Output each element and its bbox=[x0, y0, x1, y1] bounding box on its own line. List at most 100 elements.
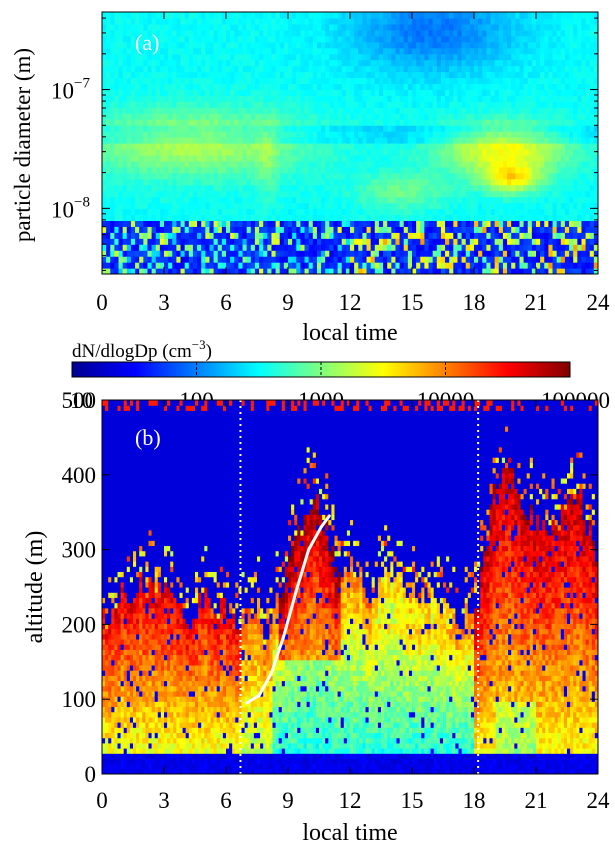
heatmap-cell bbox=[362, 35, 368, 43]
heatmap-cell bbox=[540, 77, 545, 85]
heatmap-cell bbox=[403, 41, 409, 49]
heatmap-cell bbox=[250, 208, 256, 216]
heatmap-cell bbox=[234, 23, 239, 31]
heatmap-cell bbox=[164, 268, 169, 274]
heatmap-cell bbox=[387, 154, 392, 162]
heatmap-cell bbox=[502, 214, 508, 221]
heatmap-cell bbox=[250, 143, 256, 150]
heatmap-cell bbox=[234, 238, 239, 245]
heatmap-cell bbox=[135, 226, 140, 233]
heatmap-cell bbox=[316, 23, 322, 31]
heatmap-cell bbox=[449, 101, 454, 108]
heatmap-cell bbox=[143, 226, 149, 233]
heatmap-cell bbox=[135, 137, 140, 144]
heatmap-cell bbox=[445, 101, 450, 108]
heatmap-cell bbox=[564, 71, 570, 79]
heatmap-cell bbox=[300, 95, 306, 102]
heatmap-cell bbox=[531, 220, 537, 227]
heatmap-cell bbox=[552, 17, 558, 25]
heatmap-cell bbox=[151, 250, 157, 257]
heatmap-cell bbox=[544, 154, 549, 162]
heatmap-cell bbox=[564, 59, 570, 67]
heatmap-cell bbox=[159, 232, 165, 239]
heatmap-cell bbox=[259, 256, 264, 263]
heatmap-cell bbox=[445, 160, 450, 168]
heatmap-cell bbox=[114, 17, 120, 25]
heatmap-cell bbox=[370, 238, 376, 245]
heatmap-cell bbox=[176, 101, 182, 108]
heatmap-cell bbox=[469, 89, 475, 96]
heatmap-cell bbox=[387, 137, 392, 144]
heatmap-cell bbox=[106, 125, 111, 132]
heatmap-cell bbox=[192, 220, 198, 227]
heatmap-cell bbox=[135, 190, 140, 198]
heatmap-cell bbox=[135, 65, 140, 73]
heatmap-cell bbox=[387, 238, 392, 245]
heatmap-cell bbox=[118, 256, 124, 263]
heatmap-cell bbox=[461, 107, 467, 114]
heatmap-cell bbox=[250, 184, 256, 192]
heatmap-cell bbox=[362, 137, 368, 144]
heatmap-cell bbox=[143, 160, 149, 168]
heatmap-cell bbox=[507, 172, 512, 180]
heatmap-cell bbox=[457, 178, 463, 186]
heatmap-cell bbox=[387, 131, 392, 138]
heatmap-cell bbox=[420, 113, 425, 120]
heatmap-cell bbox=[383, 256, 388, 263]
heatmap-cell bbox=[395, 196, 401, 204]
heatmap-cell bbox=[395, 202, 401, 210]
heatmap-cell bbox=[316, 35, 322, 43]
heatmap-cell bbox=[325, 53, 330, 61]
heatmap-cell bbox=[531, 12, 537, 19]
heatmap-cell bbox=[292, 238, 297, 245]
heatmap-cell bbox=[486, 178, 492, 186]
heatmap-cell bbox=[358, 268, 363, 274]
heatmap-cell bbox=[391, 125, 397, 132]
heatmap-cell bbox=[192, 166, 198, 174]
heatmap-cell bbox=[436, 12, 442, 19]
heatmap-cell bbox=[519, 256, 525, 263]
heatmap-cell bbox=[370, 268, 376, 274]
heatmap-cell bbox=[564, 53, 570, 61]
heatmap-cell bbox=[527, 101, 533, 108]
heatmap-cell bbox=[412, 47, 417, 55]
heatmap-cell bbox=[387, 71, 392, 79]
heatmap-cell bbox=[325, 41, 330, 49]
heatmap-cell bbox=[416, 35, 421, 43]
heatmap-cell bbox=[329, 160, 335, 168]
heatmap-cell bbox=[383, 29, 388, 37]
heatmap-cell bbox=[337, 113, 343, 120]
heatmap-cell bbox=[490, 250, 496, 257]
heatmap-cell bbox=[399, 244, 405, 251]
heatmap-cell bbox=[110, 47, 115, 55]
heatmap-cell bbox=[350, 262, 355, 269]
heatmap-cell bbox=[283, 268, 289, 274]
heatmap-cell bbox=[197, 262, 202, 269]
heatmap-cell bbox=[205, 226, 211, 233]
heatmap-cell bbox=[449, 77, 454, 85]
heatmap-cell bbox=[432, 250, 438, 257]
heatmap-cell bbox=[275, 220, 281, 227]
heatmap-cell bbox=[275, 178, 281, 186]
heatmap-cell bbox=[564, 262, 570, 269]
heatmap-cell bbox=[279, 95, 285, 102]
heatmap-cell bbox=[188, 41, 194, 49]
heatmap-cell bbox=[486, 125, 492, 132]
heatmap-cell bbox=[180, 268, 186, 274]
heatmap-cell bbox=[345, 83, 351, 90]
heatmap-cell bbox=[172, 83, 177, 90]
heatmap-cell bbox=[238, 196, 244, 204]
heatmap-cell bbox=[440, 23, 446, 31]
heatmap-cell bbox=[126, 83, 132, 90]
heatmap-cell bbox=[445, 178, 450, 186]
heatmap-cell bbox=[308, 35, 314, 43]
heatmap-cell bbox=[159, 250, 165, 257]
heatmap-cell bbox=[110, 113, 115, 120]
heatmap-cell bbox=[155, 47, 161, 55]
heatmap-cell bbox=[106, 238, 111, 245]
heatmap-cell bbox=[362, 12, 368, 19]
heatmap-cell bbox=[304, 83, 310, 90]
heatmap-cell bbox=[378, 250, 384, 257]
heatmap-cell bbox=[308, 160, 314, 168]
heatmap-cell bbox=[283, 71, 289, 79]
